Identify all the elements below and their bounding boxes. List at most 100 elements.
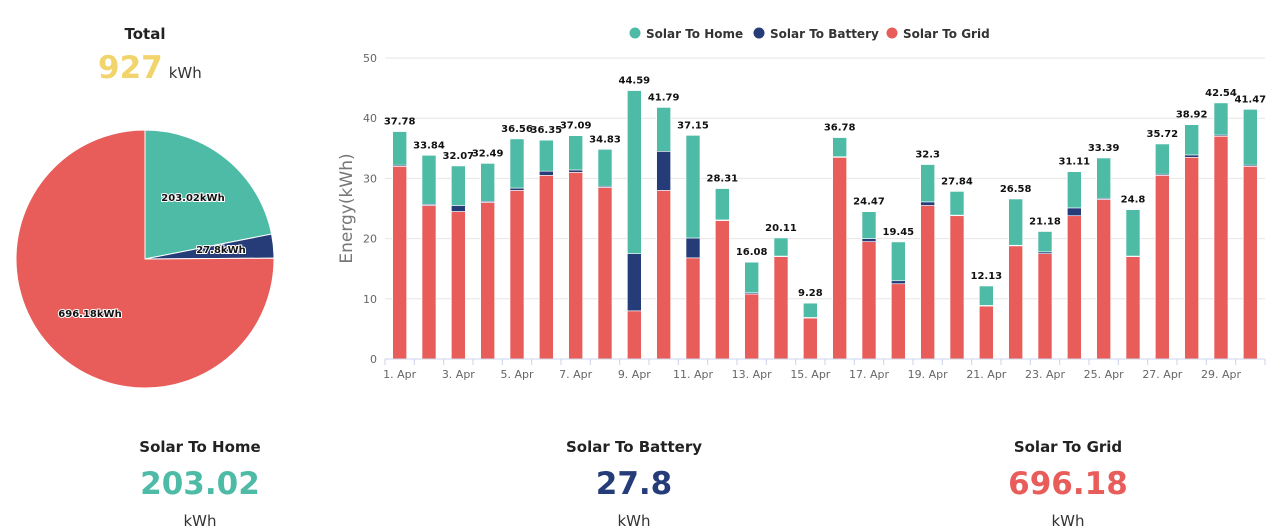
bar-segment-home[interactable]	[597, 149, 613, 187]
stat-solar-to-battery: Solar To Battery 27.8 kWh	[494, 438, 774, 530]
bar-segment-grid[interactable]	[715, 220, 730, 360]
bar-segment-home[interactable]	[421, 154, 437, 205]
bar-segment-grid[interactable]	[509, 190, 525, 360]
y-tick-label: 40	[363, 112, 377, 125]
bar-segment-battery[interactable]	[509, 187, 525, 191]
bar-segment-home[interactable]	[1213, 102, 1229, 136]
bar-segment-home[interactable]	[1125, 209, 1141, 257]
bar-segment-grid[interactable]	[1067, 215, 1082, 360]
x-tick-label: 5. Apr	[500, 368, 533, 381]
bar-segment-home[interactable]	[1067, 171, 1082, 209]
bar-segment-home[interactable]	[715, 188, 730, 221]
bar-segment-home[interactable]	[480, 163, 495, 202]
pie-slice-home[interactable]	[144, 129, 273, 260]
bar-segment-home[interactable]	[656, 107, 671, 152]
bar-segment-home[interactable]	[1037, 231, 1053, 253]
bar-segment-grid[interactable]	[685, 257, 701, 360]
bar-segment-battery[interactable]	[891, 280, 906, 285]
x-tick-label: 25. Apr	[1084, 368, 1124, 381]
bar-segment-home[interactable]	[685, 135, 701, 239]
bar-segment-grid[interactable]	[1008, 245, 1023, 360]
bar-segment-home[interactable]	[949, 191, 965, 216]
bar-segment-grid[interactable]	[920, 205, 935, 360]
bar-segment-battery[interactable]	[920, 201, 935, 206]
bar-total-label: 16.08	[736, 247, 768, 258]
bar-segment-grid[interactable]	[832, 157, 847, 360]
bar-segment-grid[interactable]	[597, 187, 613, 360]
x-tick-label: 1. Apr	[383, 368, 416, 381]
pie-label-grid: 696.18kWh	[58, 309, 121, 320]
bar-segment-battery[interactable]	[451, 205, 466, 212]
bar-segment-battery[interactable]	[539, 170, 554, 176]
bar-segment-grid[interactable]	[1155, 175, 1170, 360]
pie-slice-grid[interactable]	[15, 129, 275, 389]
bar-segment-grid[interactable]	[744, 293, 759, 360]
bar-segment-grid[interactable]	[949, 215, 965, 360]
bar-segment-home[interactable]	[1155, 143, 1170, 175]
bar-segment-home[interactable]	[920, 164, 935, 203]
x-tick-label: 13. Apr	[732, 368, 772, 381]
bar-segment-battery[interactable]	[861, 238, 877, 242]
bar-total-label: 33.39	[1088, 143, 1120, 154]
bar-segment-battery[interactable]	[1184, 154, 1199, 158]
bar-total-label: 21.18	[1029, 216, 1061, 227]
bar-total-label: 26.58	[1000, 184, 1032, 195]
bar-segment-grid[interactable]	[421, 205, 437, 360]
bar-segment-grid[interactable]	[1213, 135, 1229, 360]
bar-segment-battery[interactable]	[685, 237, 701, 259]
bar-segment-home[interactable]	[1096, 157, 1111, 199]
bar-segment-grid[interactable]	[861, 241, 877, 360]
legend-label[interactable]: Solar To Grid	[903, 27, 990, 41]
bar-segment-home[interactable]	[832, 137, 847, 158]
bar-segment-home[interactable]	[803, 302, 818, 318]
bar-segment-home[interactable]	[744, 261, 759, 294]
stat-value: 696.18	[1008, 466, 1128, 502]
bar-segment-home[interactable]	[861, 211, 877, 239]
legend-label[interactable]: Solar To Battery	[770, 27, 879, 41]
bar-segment-home[interactable]	[979, 285, 994, 306]
bar-segment-grid[interactable]	[539, 175, 554, 360]
bar-segment-home[interactable]	[392, 131, 407, 166]
bar-segment-home[interactable]	[891, 241, 906, 282]
legend-label[interactable]: Solar To Home	[646, 27, 743, 41]
bar-segment-home[interactable]	[509, 138, 525, 189]
bar-segment-home[interactable]	[627, 90, 642, 254]
bar-segment-home[interactable]	[451, 165, 466, 206]
bar-total-label: 28.31	[707, 174, 739, 185]
bar-segment-battery[interactable]	[568, 169, 583, 173]
bar-total-label: 31.11	[1059, 157, 1091, 168]
bar-total-label: 36.56	[501, 124, 533, 135]
bar-segment-battery[interactable]	[656, 151, 671, 191]
bar-total-label: 33.84	[413, 140, 445, 151]
bar-segment-grid[interactable]	[392, 166, 407, 360]
bar-total-label: 35.72	[1147, 129, 1179, 140]
bar-segment-grid[interactable]	[480, 202, 495, 360]
bar-segment-home[interactable]	[773, 237, 789, 257]
bar-segment-home[interactable]	[539, 139, 554, 172]
bar-total-label: 32.3	[915, 150, 940, 161]
bar-segment-grid[interactable]	[451, 211, 466, 360]
x-tick-label: 27. Apr	[1142, 368, 1182, 381]
bar-segment-grid[interactable]	[656, 190, 671, 360]
y-tick-label: 50	[363, 52, 377, 65]
bar-segment-grid[interactable]	[1125, 256, 1141, 360]
bar-segment-home[interactable]	[568, 135, 583, 171]
bar-segment-grid[interactable]	[979, 305, 994, 360]
bar-total-label: 37.15	[677, 120, 709, 131]
bar-segment-grid[interactable]	[568, 172, 583, 360]
bar-segment-battery[interactable]	[1067, 207, 1082, 217]
bar-segment-home[interactable]	[1008, 198, 1023, 246]
bar-segment-grid[interactable]	[1096, 199, 1111, 360]
bar-segment-grid[interactable]	[1037, 253, 1053, 360]
bar-total-label: 27.84	[941, 176, 973, 187]
bar-segment-grid[interactable]	[1243, 166, 1258, 360]
bar-segment-grid[interactable]	[773, 256, 789, 360]
bar-segment-grid[interactable]	[803, 317, 818, 360]
stat-value: 203.02	[140, 466, 260, 502]
bar-segment-grid[interactable]	[891, 283, 906, 360]
bar-segment-home[interactable]	[1243, 109, 1258, 166]
bar-segment-battery[interactable]	[627, 253, 642, 312]
bar-segment-grid[interactable]	[627, 310, 642, 360]
bar-segment-home[interactable]	[1184, 124, 1199, 156]
bar-segment-grid[interactable]	[1184, 157, 1199, 360]
